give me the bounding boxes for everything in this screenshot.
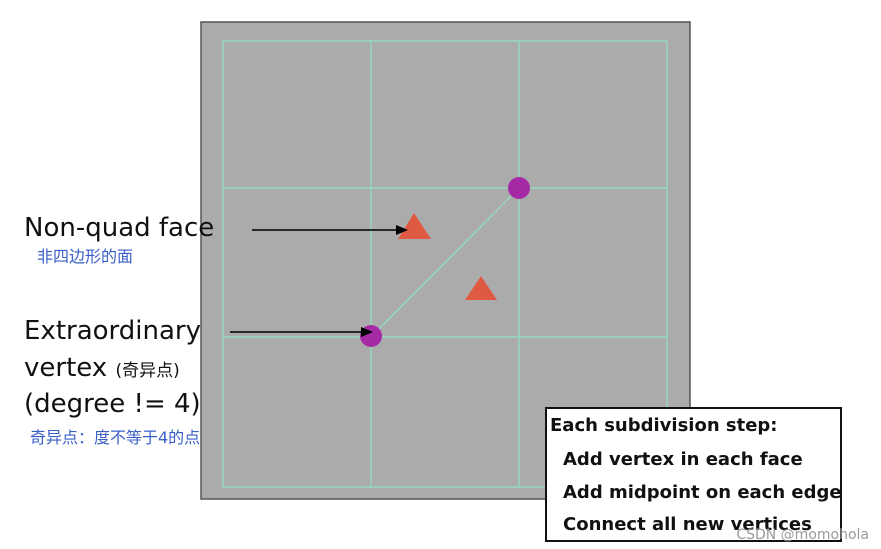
extraordinary-vertex-text: vertex (24, 353, 108, 383)
extraordinary-label-line2: vertex (奇异点) (24, 349, 180, 390)
step-item: Add vertex in each face (563, 449, 803, 470)
vertex-marker-upper (508, 177, 530, 199)
arrow-non-quad-face (252, 225, 408, 235)
watermark: CSDN @momohola (736, 527, 869, 543)
extraordinary-label-cn: 奇异点：度不等于4的点 (30, 428, 201, 447)
diagonal-edge (370, 187, 520, 338)
non-quad-face-label: Non-quad face (24, 213, 215, 243)
subdivision-steps-box: Each subdivision step: Add vertex in eac… (545, 407, 842, 542)
face-marker-triangle-2 (465, 276, 497, 300)
extraordinary-label-line3: (degree != 4) (24, 389, 201, 419)
extraordinary-vertex-cn: (奇异点) (115, 361, 180, 381)
grid-outer-border (222, 40, 668, 488)
mesh-grid (222, 40, 668, 488)
steps-title: Each subdivision step: (550, 415, 778, 436)
non-quad-face-label-cn: 非四边形的面 (37, 247, 134, 266)
step-item: Add midpoint on each edge (563, 482, 842, 503)
extraordinary-label-line1: Extraordinary (24, 316, 201, 346)
face-marker-triangle-1 (398, 213, 431, 239)
arrow-extraordinary-vertex (230, 327, 373, 337)
step-item: Connect all new vertices (563, 514, 812, 535)
